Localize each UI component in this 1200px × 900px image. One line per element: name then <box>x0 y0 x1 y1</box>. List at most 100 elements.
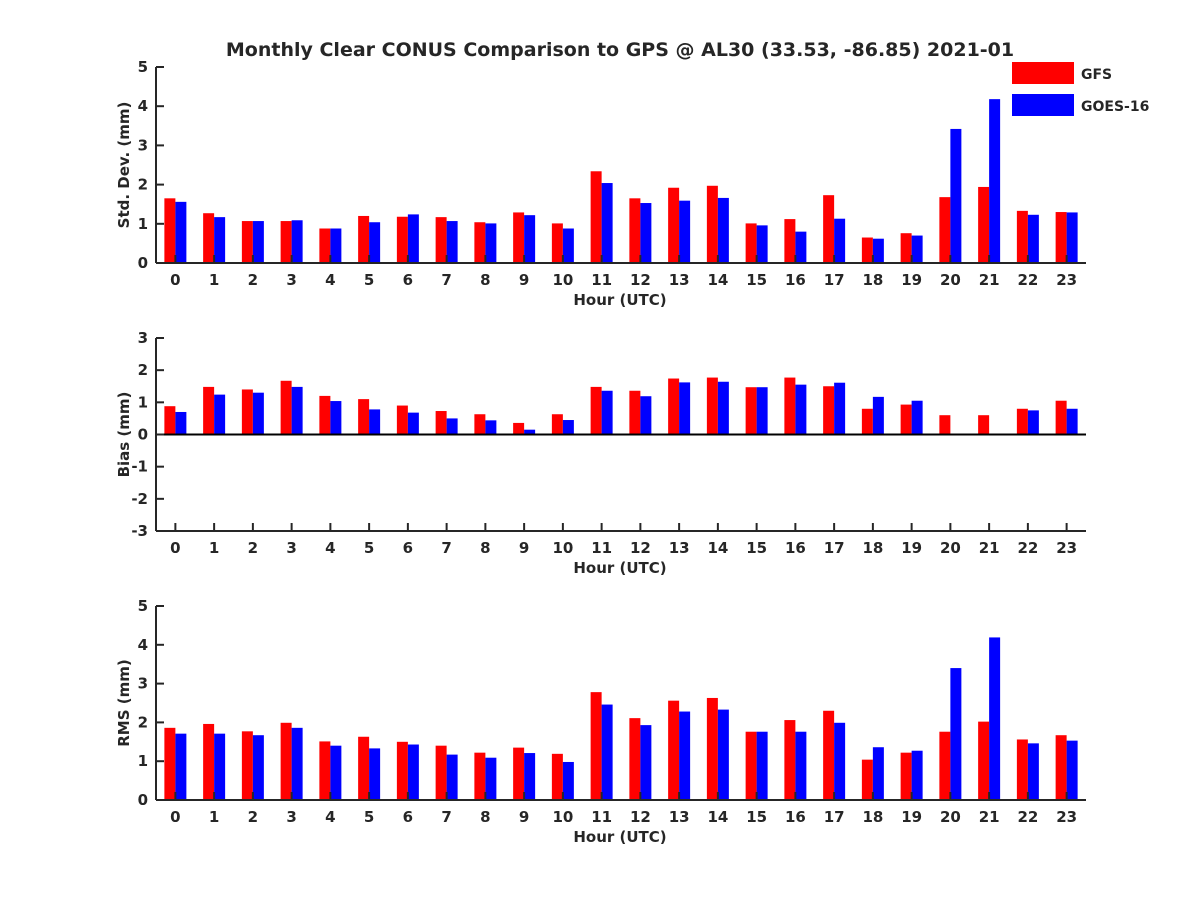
bar-gfs-16 <box>784 720 796 800</box>
x-axis-label: Hour (UTC) <box>573 828 666 846</box>
x-tick-label: 23 <box>1056 808 1077 826</box>
bar-goes-16-10 <box>562 761 574 800</box>
x-tick-label: 13 <box>669 539 690 557</box>
x-tick-label: 14 <box>707 808 728 826</box>
bar-goes-16-1 <box>214 217 226 263</box>
bar-gfs-0 <box>164 727 176 800</box>
bar-gfs-22 <box>1016 739 1028 800</box>
bar-gfs-15 <box>745 731 757 800</box>
bar-gfs-13 <box>668 700 680 800</box>
x-tick-label: 8 <box>480 808 490 826</box>
bar-goes-16-0 <box>175 733 187 800</box>
bar-goes-16-22 <box>1027 214 1039 263</box>
x-tick-label: 13 <box>669 808 690 826</box>
bar-goes-16-20 <box>950 668 962 800</box>
chart-title: Monthly Clear CONUS Comparison to GPS @ … <box>226 39 1014 61</box>
legend: GFS GOES-16 <box>1012 62 1149 116</box>
bar-gfs-1 <box>203 213 215 263</box>
x-tick-label: 12 <box>630 808 651 826</box>
x-tick-label: 4 <box>325 271 335 289</box>
bar-gfs-1 <box>203 723 215 800</box>
bar-gfs-23 <box>1055 212 1067 263</box>
x-axis-label: Hour (UTC) <box>573 559 666 577</box>
y-tick-label: 1 <box>138 752 148 770</box>
bar-goes-16-5 <box>369 409 381 435</box>
bar-gfs-7 <box>435 411 447 435</box>
bar-goes-16-0 <box>175 201 187 263</box>
bar-goes-16-16 <box>795 384 807 435</box>
bar-goes-16-19 <box>911 235 923 263</box>
legend-swatch-goes-16 <box>1012 94 1074 116</box>
x-tick-label: 0 <box>170 808 180 826</box>
x-tick-label: 17 <box>824 808 845 826</box>
x-tick-label: 9 <box>519 271 529 289</box>
bar-gfs-21 <box>978 186 990 263</box>
bar-goes-16-17 <box>834 218 846 263</box>
x-tick-label: 15 <box>746 808 767 826</box>
bar-goes-16-4 <box>330 228 342 263</box>
bar-gfs-12 <box>629 390 641 435</box>
bar-goes-16-10 <box>562 420 574 435</box>
bar-goes-16-17 <box>834 722 846 800</box>
bar-gfs-20 <box>939 197 951 263</box>
x-tick-label: 13 <box>669 271 690 289</box>
x-tick-label: 11 <box>591 808 612 826</box>
bar-gfs-12 <box>629 198 641 263</box>
x-tick-label: 9 <box>519 539 529 557</box>
bar-gfs-5 <box>358 215 370 263</box>
bar-gfs-5 <box>358 736 370 800</box>
x-tick-label: 20 <box>940 808 961 826</box>
bar-goes-16-6 <box>407 744 419 800</box>
bar-gfs-6 <box>396 216 408 263</box>
bar-goes-16-16 <box>795 231 807 263</box>
x-tick-label: 11 <box>591 539 612 557</box>
bar-gfs-3 <box>280 722 292 800</box>
bar-gfs-11 <box>590 171 602 263</box>
bar-gfs-15 <box>745 387 757 435</box>
bar-gfs-15 <box>745 223 757 263</box>
bar-goes-16-15 <box>756 731 768 800</box>
bar-gfs-10 <box>551 223 563 263</box>
x-tick-label: 22 <box>1017 808 1038 826</box>
y-tick-label: 0 <box>138 426 148 444</box>
bar-gfs-4 <box>319 228 331 263</box>
x-tick-label: 21 <box>979 539 1000 557</box>
bar-gfs-8 <box>474 414 486 435</box>
x-tick-label: 18 <box>862 808 883 826</box>
bar-goes-16-7 <box>446 754 458 800</box>
x-tick-label: 17 <box>824 539 845 557</box>
bar-gfs-14 <box>706 697 718 800</box>
x-tick-label: 5 <box>364 808 374 826</box>
bar-gfs-22 <box>1016 210 1028 263</box>
x-tick-label: 14 <box>707 539 728 557</box>
y-tick-label: 2 <box>138 713 148 731</box>
x-tick-label: 3 <box>286 539 296 557</box>
x-tick-label: 7 <box>441 808 451 826</box>
bar-gfs-0 <box>164 198 176 263</box>
bar-gfs-2 <box>241 389 253 435</box>
bar-goes-16-11 <box>601 704 613 800</box>
bar-goes-16-11 <box>601 183 613 263</box>
x-tick-label: 0 <box>170 539 180 557</box>
bar-goes-16-2 <box>252 221 264 263</box>
x-tick-label: 1 <box>209 539 219 557</box>
bar-gfs-10 <box>551 753 563 800</box>
bar-goes-16-21 <box>989 99 1001 263</box>
bar-goes-16-9 <box>524 215 536 263</box>
x-tick-label: 6 <box>403 808 413 826</box>
y-tick-label: 2 <box>138 176 148 194</box>
y-tick-label: -2 <box>131 490 148 508</box>
y-axis-label: RMS (mm) <box>115 659 133 746</box>
bar-gfs-9 <box>513 212 525 263</box>
x-tick-label: 12 <box>630 539 651 557</box>
x-axis-label: Hour (UTC) <box>573 291 666 309</box>
bar-goes-16-18 <box>872 747 884 800</box>
bar-goes-16-0 <box>175 411 187 435</box>
bar-goes-16-8 <box>485 757 497 800</box>
bar-gfs-7 <box>435 745 447 800</box>
x-tick-label: 23 <box>1056 539 1077 557</box>
legend-label-gfs: GFS <box>1081 67 1112 83</box>
bar-gfs-9 <box>513 422 525 435</box>
